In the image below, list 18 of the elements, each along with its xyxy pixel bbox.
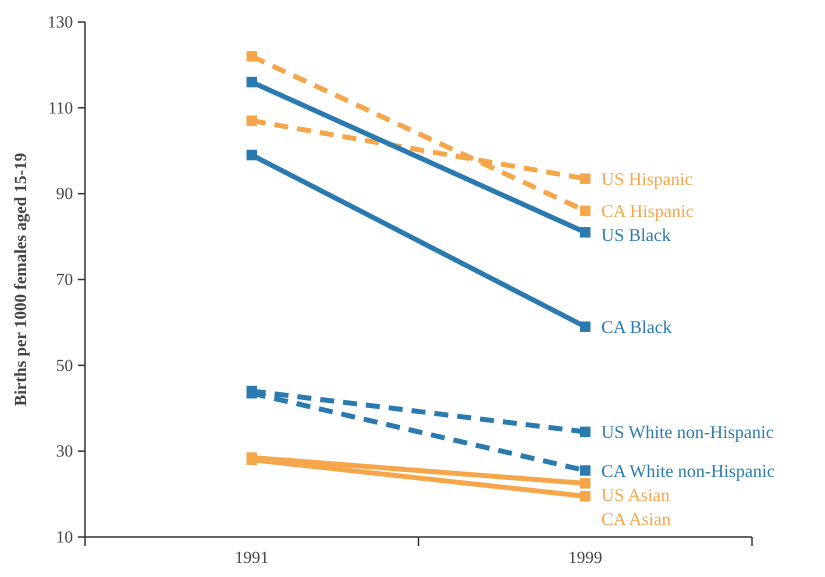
series-label: CA Black: [601, 317, 672, 338]
y-tick-label: 30: [56, 442, 73, 461]
series-label: US White non-Hispanic: [601, 422, 774, 442]
x-tick-label: 1991: [234, 548, 269, 568]
series-label: CA White non-Hispanic: [601, 460, 775, 481]
series-label: US Hispanic: [601, 168, 693, 189]
series-label: US Asian: [601, 484, 670, 505]
series-label: CA Hispanic: [601, 201, 694, 222]
y-tick-label: 130: [48, 12, 73, 32]
y-axis-title: Births per 1000 females aged 15-19: [11, 152, 30, 406]
x-tick-label: 1999: [568, 548, 602, 568]
series-label: US Black: [601, 225, 671, 246]
y-tick-label: 90: [56, 184, 73, 204]
series-label: CA Asian: [601, 508, 671, 529]
y-tick-label: 10: [56, 527, 73, 546]
y-tick-label: 110: [48, 98, 73, 118]
y-tick-label: 50: [56, 356, 73, 375]
y-tick-label: 70: [56, 270, 73, 289]
